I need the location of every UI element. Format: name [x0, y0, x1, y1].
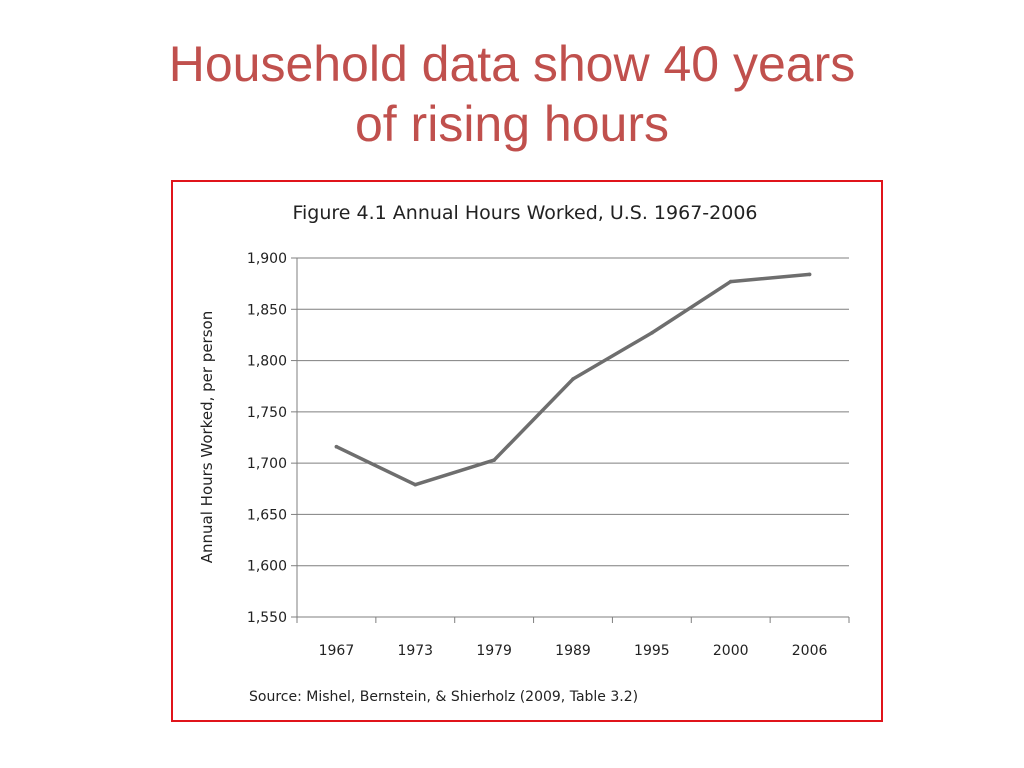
x-tick-label: 1979 [476, 643, 512, 659]
x-tick-labels: 1967 1973 1979 1989 1995 2000 2006 [319, 643, 828, 659]
axes [291, 257, 850, 623]
slide-title: Household data show 40 years of rising h… [0, 34, 1024, 154]
x-tick-label: 1989 [555, 643, 591, 659]
data-point [571, 377, 575, 381]
line-chart: Figure 4.1 Annual Hours Worked, U.S. 196… [198, 202, 850, 705]
data-point [728, 279, 733, 284]
x-tick-label: 1995 [634, 643, 670, 659]
slide-title-line-2: of rising hours [354, 96, 670, 152]
y-tick-label: 1,550 [247, 610, 287, 626]
series-layer [334, 272, 812, 487]
slide-title-line-1: Household data show 40 years [168, 36, 856, 92]
chart-title: Figure 4.1 Annual Hours Worked, U.S. 196… [292, 202, 757, 224]
y-tick-label: 1,650 [247, 507, 287, 523]
y-axis-label: Annual Hours Worked, per person [198, 311, 216, 563]
data-point [334, 444, 339, 449]
y-tick-labels: 1,550 1,600 1,650 1,700 1,750 1,800 1,850 1,900 [247, 251, 287, 626]
figure-frame: Figure 4.1 Annual Hours Worked, U.S. 196… [171, 180, 883, 722]
data-point [413, 482, 418, 487]
x-tick-label: 1973 [397, 643, 433, 659]
y-tick-label: 1,750 [247, 405, 287, 421]
y-tick-label: 1,900 [247, 251, 287, 267]
y-tick-label: 1,850 [247, 302, 287, 318]
y-tick-label: 1,800 [247, 354, 287, 370]
y-tick-label: 1,700 [247, 456, 287, 472]
gridlines [297, 257, 849, 567]
x-tick-label: 1967 [319, 643, 355, 659]
chart-source-note: Source: Mishel, Bernstein, & Shierholz (… [249, 689, 638, 705]
data-point [807, 272, 812, 277]
data-point [492, 458, 496, 462]
data-point [650, 331, 654, 335]
y-tick-label: 1,600 [247, 559, 287, 575]
x-tick-label: 2000 [713, 643, 749, 659]
x-tick-label: 2006 [792, 643, 828, 659]
